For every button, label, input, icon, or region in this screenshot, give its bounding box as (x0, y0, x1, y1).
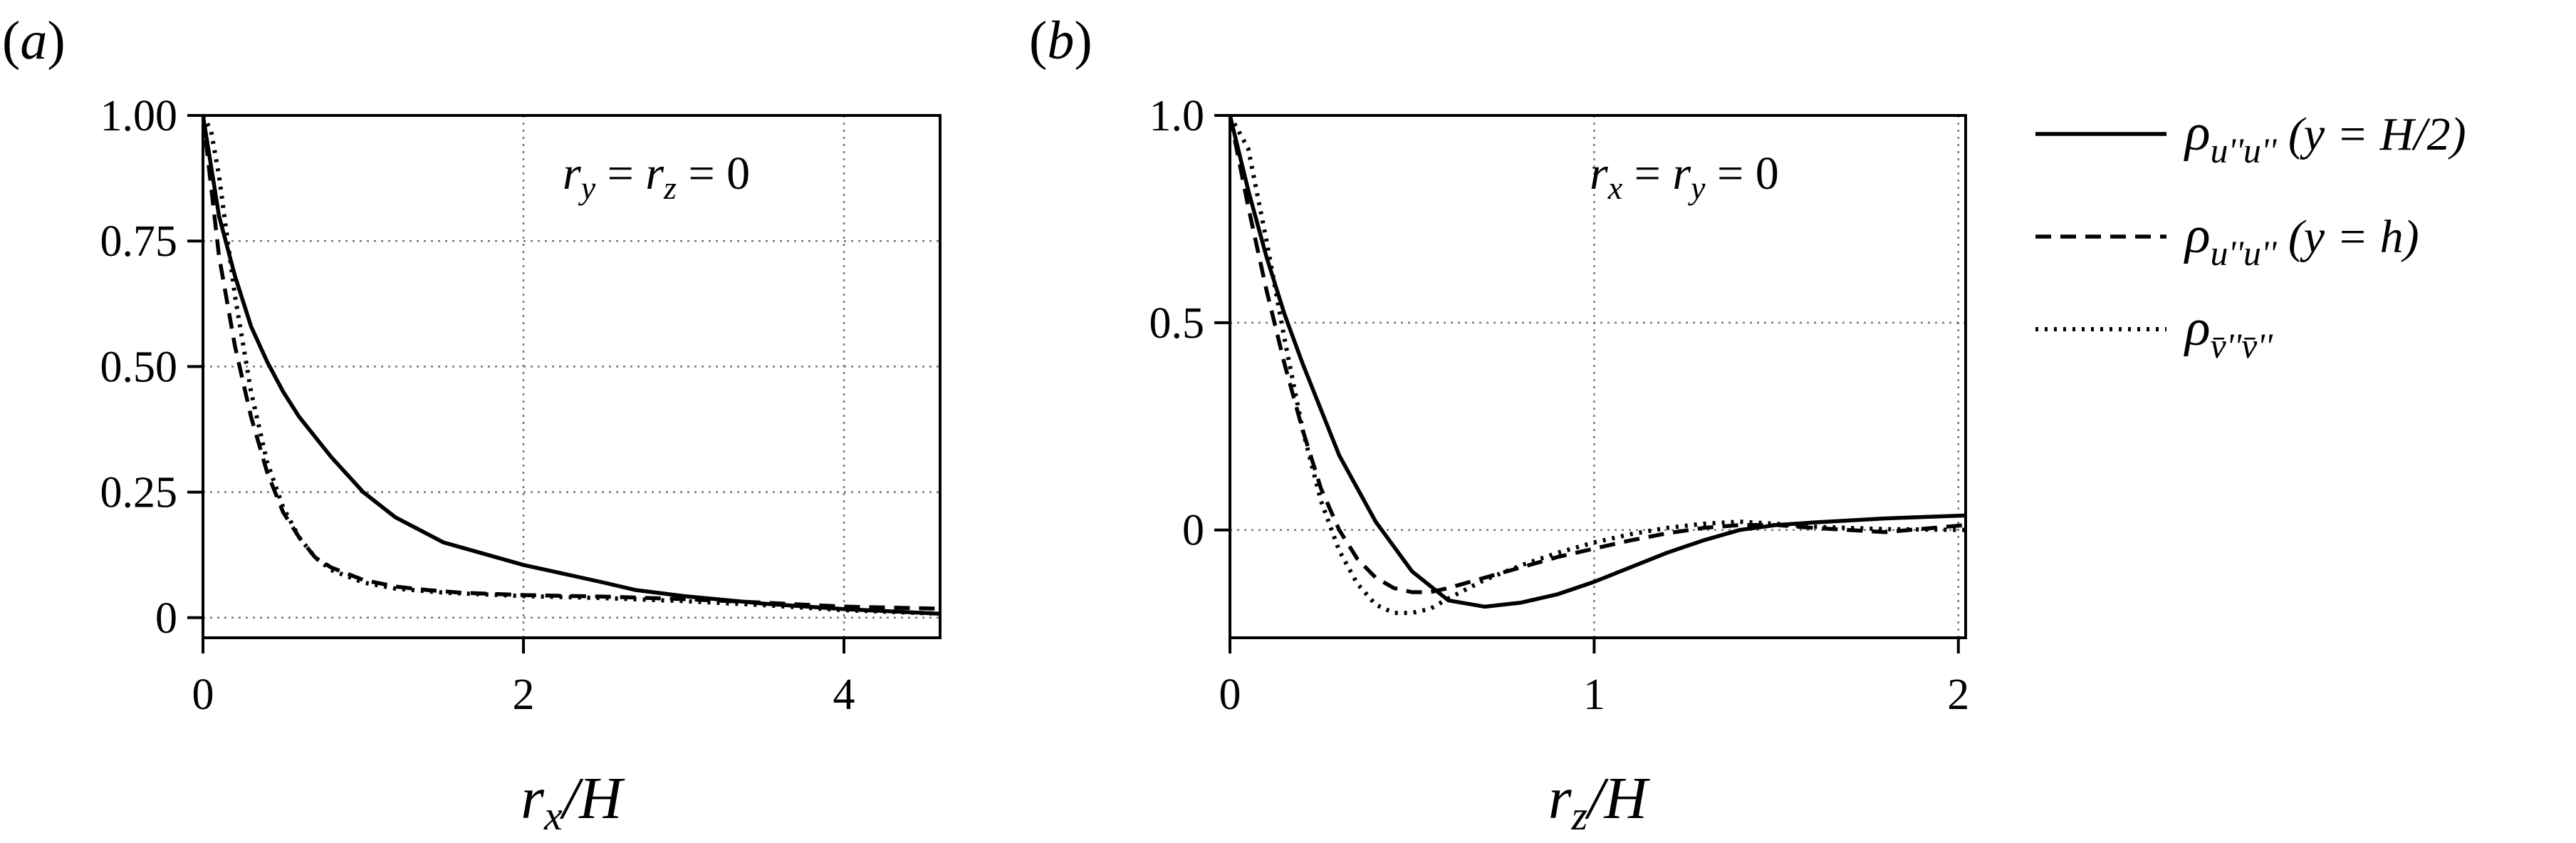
legend-item-dotted: ρv̄''v̄'' (2035, 299, 2273, 366)
x-tick-label: 2 (513, 671, 535, 719)
plot-frame (202, 114, 942, 639)
plot-frame (1229, 114, 1967, 639)
chart-panel-b: 0 1 2 0 0.5 1.0 rz/H (b) rx = ry = 0 (1029, 11, 1969, 839)
chart-panel-a: 0 2 4 0 0.25 0.50 0.75 1.00 rx/H (a) ry = rz = 0 (2, 11, 942, 839)
y-tick-label: 1.0 (1149, 92, 1205, 140)
y-tick-label: 0.5 (1149, 299, 1205, 348)
x-axis-label: rx/H (521, 765, 625, 839)
y-tick-label: 0.75 (100, 217, 178, 266)
series-line-dashed (203, 115, 940, 611)
y-tick-label: 0 (1182, 507, 1204, 555)
y-tick-label: 0.25 (100, 469, 178, 517)
panel-annotation: ry = rz = 0 (563, 148, 750, 206)
x-tick-label: 1 (1583, 671, 1605, 719)
x-tick-label: 0 (192, 671, 214, 719)
legend-label: ρv̄''v̄'' (2184, 299, 2273, 366)
x-tick-label: 0 (1219, 671, 1241, 719)
y-tick-label: 0.50 (100, 343, 178, 391)
legend: ρu''u'' (y = H/2) ρu''u'' (y = h) ρv̄''v̄'… (2035, 103, 2466, 366)
legend-label: ρu''u'' (y = H/2) (2184, 103, 2466, 170)
legend-item-solid: ρu''u'' (y = H/2) (2035, 103, 2466, 170)
y-tick-label: 0 (155, 594, 177, 643)
legend-item-dashed: ρu''u'' (y = h) (2035, 206, 2419, 273)
series-line-solid (1230, 115, 1966, 609)
x-axis-label: rz/H (1548, 765, 1651, 839)
x-tick-label: 2 (1947, 671, 1969, 719)
series-line-solid (203, 115, 940, 616)
legend-label: ρu''u'' (y = h) (2184, 206, 2419, 273)
panel-label: (b) (1029, 11, 1093, 71)
y-tick-label: 1.00 (100, 92, 178, 140)
series-line-dotted (1230, 114, 1966, 616)
panel-label: (a) (2, 11, 66, 71)
x-tick-label: 4 (833, 671, 855, 719)
panel-annotation: rx = ry = 0 (1590, 148, 1779, 206)
